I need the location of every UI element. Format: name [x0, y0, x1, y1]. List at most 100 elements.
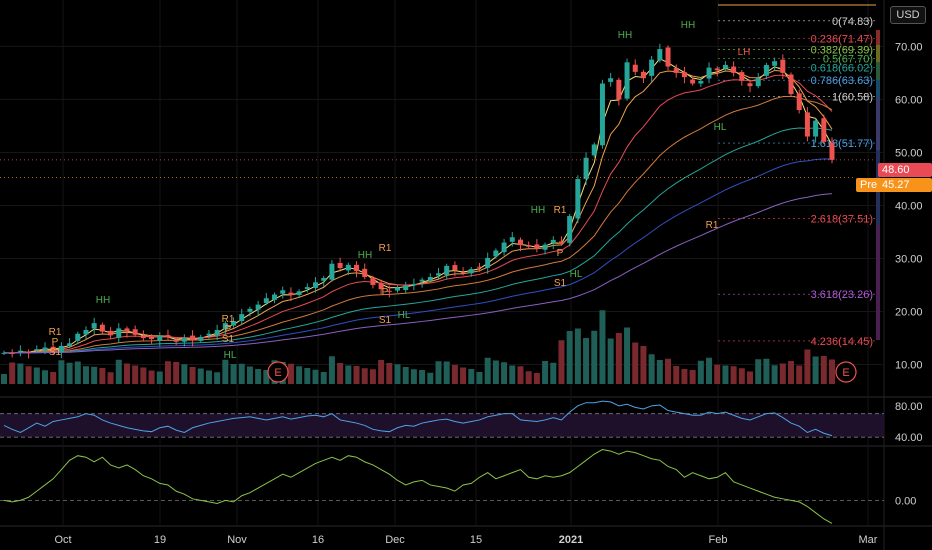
volume-bar [583, 338, 590, 384]
volume-bar [296, 366, 303, 384]
candle-body [657, 49, 663, 61]
candle-body [526, 245, 532, 247]
volume-bar [812, 356, 819, 384]
candle-body [739, 72, 745, 81]
volume-bar [50, 372, 57, 384]
candle-body [75, 333, 81, 341]
fib-band-segment [876, 98, 880, 150]
candle-body [534, 244, 540, 249]
pattern-label: HH [358, 250, 372, 261]
candle-body [370, 277, 376, 285]
volume-bar [222, 359, 229, 384]
volume-bar [574, 328, 581, 384]
volume-bar [681, 369, 688, 384]
volume-bar [763, 358, 770, 384]
candle-body [140, 335, 146, 338]
candle-body [575, 178, 581, 219]
volume-bar [542, 361, 549, 384]
volume-bar [550, 362, 557, 384]
currency-button[interactable]: USD [890, 6, 926, 24]
candle-body [181, 337, 187, 342]
pattern-label: HH [96, 295, 110, 306]
candle-body [673, 68, 679, 73]
last-price-tag: 48.60 [878, 163, 932, 177]
fib-level-label: 2.618(37.51) [811, 214, 873, 226]
pivot-label: P [225, 324, 232, 335]
candle-body [690, 79, 696, 84]
candle-body [501, 242, 507, 253]
candle-body [9, 352, 15, 354]
candle-body [329, 263, 335, 280]
candle-body [493, 250, 499, 257]
volume-bar [656, 360, 663, 384]
pivot-label: R1 [49, 327, 62, 338]
candle-body [681, 72, 687, 78]
pivot-label: S1 [49, 347, 62, 358]
pattern-label: HL [570, 269, 583, 280]
candle-body [583, 157, 589, 179]
volume-bar [238, 363, 245, 384]
candle-body [206, 333, 212, 336]
candle-body [763, 64, 769, 76]
volume-bar [706, 357, 713, 384]
volume-bar [755, 359, 762, 384]
x-tick-label: 2021 [559, 534, 583, 546]
candle-body [255, 304, 261, 310]
candle-body [296, 291, 302, 296]
osc-tick-label: 0.00 [895, 495, 916, 507]
volume-bar [148, 370, 155, 384]
volume-bar [591, 330, 598, 384]
moving-average-line [3, 158, 833, 354]
volume-bar [312, 369, 319, 384]
volume-bar [419, 370, 426, 384]
volume-bar [58, 360, 65, 384]
volume-bar [386, 363, 393, 384]
candle-body [386, 290, 392, 292]
rsi-band [0, 413, 884, 438]
y-tick-label: 40.00 [895, 200, 923, 212]
candle-body [50, 346, 56, 350]
candle-body [731, 66, 737, 73]
y-tick-label: 70.00 [895, 41, 923, 53]
candle-body [452, 265, 458, 271]
pattern-label: HH [618, 30, 632, 41]
candle-body [821, 118, 827, 142]
fib-level-label: 0.618(66.02) [811, 63, 873, 75]
volume-bar [632, 342, 639, 384]
candle-body [509, 237, 515, 242]
volume-bar [164, 361, 171, 384]
candle-body [239, 314, 245, 322]
volume-bar [189, 367, 196, 384]
candle-body [419, 279, 425, 282]
pivot-label: P [382, 287, 389, 298]
volume-bar [246, 366, 253, 384]
volume-bar [263, 370, 270, 384]
candle-body [649, 59, 655, 76]
volume-bar [738, 368, 745, 384]
candle-body [354, 264, 360, 272]
candle-body [231, 321, 237, 326]
volume-bar [427, 372, 434, 384]
volume-bar [410, 369, 417, 384]
x-tick-label: 19 [154, 534, 166, 546]
volume-bar [361, 368, 368, 384]
fib-band-segment [876, 30, 880, 45]
volume-bar [214, 372, 221, 384]
candle-body [608, 78, 614, 82]
volume-bar [566, 331, 573, 384]
fib-level-label: 3.618(23.26) [811, 289, 873, 301]
moving-average-line [3, 95, 833, 354]
volume-bar [517, 366, 524, 384]
volume-bar [197, 368, 204, 384]
x-tick-label: 15 [470, 534, 482, 546]
candle-body [599, 83, 605, 146]
volume-bar [82, 366, 89, 384]
y-tick-label: 20.00 [895, 306, 923, 318]
moving-average-line [3, 127, 833, 354]
candle-body [411, 283, 417, 286]
volume-bar [173, 362, 180, 384]
candle-body [698, 80, 704, 84]
volume-bar [730, 366, 737, 384]
volume-bar [345, 365, 352, 384]
